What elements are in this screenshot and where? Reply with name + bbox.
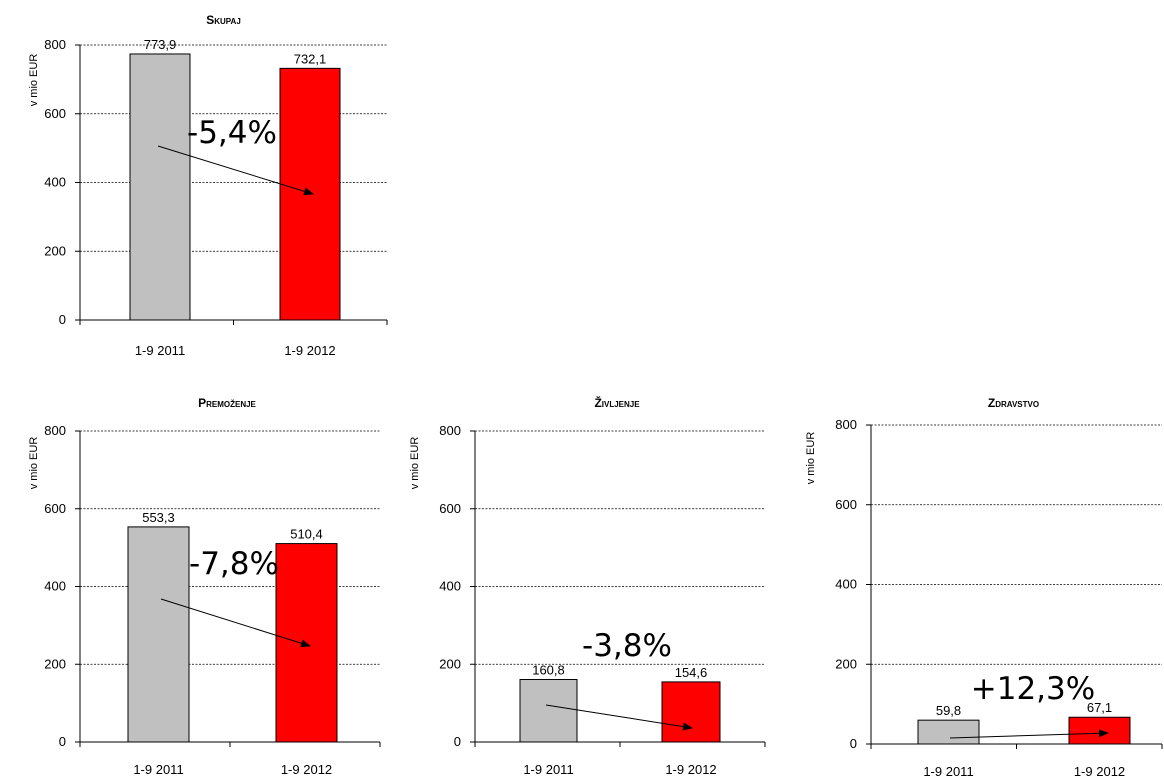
zdravstvo-bar-2 [1068, 716, 1131, 745]
skupaj-category-label-1: 1-9 2011 [135, 343, 185, 358]
skupaj-y-tick-label: 0 [59, 312, 66, 327]
zdravstvo-data-label-2: 67,1 [1087, 700, 1112, 715]
premozenje-category-label-2: 1-9 2012 [281, 762, 332, 777]
zdravstvo-category-label-1: 1-9 2011 [923, 764, 973, 778]
zdravstvo-data-label-1: 59,8 [936, 703, 961, 718]
skupaj-bar-1 [129, 53, 191, 321]
premozenje-bar-1 [127, 526, 190, 743]
zivljenje-y-tick-label: 400 [439, 579, 461, 594]
zdravstvo-category-label-2: 1-9 2012 [1074, 764, 1125, 778]
chart-premozenje: 0 200 400 600 800 553,3 1-9 2011 510,4 1-9 2012 P… [0, 0, 400, 778]
zdravstvo-y-tick-label: 400 [835, 577, 857, 592]
zivljenje-chart-title: Življenje [594, 395, 640, 410]
chart-skupaj-svg: 0 200 400 600 800 773,9 1-9 2011 732,1 1-9 2012 S… [28, 13, 388, 358]
zdravstvo-chart-title: Zdravstvo [988, 396, 1039, 410]
premozenje-y-tick-label: 0 [59, 734, 66, 749]
skupaj-y-axis-label: v mio EUR [28, 54, 40, 107]
zdravstvo-y-tick-label: 600 [835, 497, 857, 512]
skupaj-y-tick-label: 800 [44, 37, 66, 52]
chart-premozenje-svg: 0 200 400 600 800 553,3 1-9 2011 510,4 1-9 2012 P… [28, 396, 381, 777]
skupaj-change-annotation: -5,4% [187, 115, 277, 151]
premozenje-trend-arrow [160, 598, 311, 648]
zivljenje-data-label-1: 160,8 [532, 662, 565, 677]
zdravstvo-y-tick-label: 200 [835, 656, 857, 671]
skupaj-y-tick-label: 400 [44, 175, 66, 190]
zivljenje-y-tick-label: 0 [454, 734, 461, 749]
zivljenje-y-tick-label: 800 [439, 423, 461, 438]
premozenje-y-axis-label: v mio EUR [28, 437, 40, 490]
zivljenje-data-label-2: 154,6 [675, 665, 708, 680]
zdravstvo-bar-1 [917, 719, 980, 745]
zivljenje-category-label-1: 1-9 2011 [523, 762, 573, 777]
zdravstvo-y-tick-label: 0 [850, 736, 857, 751]
premozenje-data-label-2: 510,4 [290, 527, 323, 542]
zivljenje-trend-arrow [545, 704, 693, 731]
premozenje-category-label-1: 1-9 2011 [133, 762, 183, 777]
zivljenje-bar-2 [661, 681, 721, 743]
premozenje-y-tick-label: 600 [44, 501, 66, 516]
skupaj-trend-arrow [157, 145, 314, 196]
zdravstvo-change-annotation: +12,3% [971, 671, 1095, 707]
zdravstvo-y-tick-label: 800 [835, 417, 857, 432]
skupaj-data-label-1: 773,9 [144, 37, 177, 52]
premozenje-data-label-1: 553,3 [142, 510, 175, 525]
premozenje-change-annotation: -7,8% [189, 546, 279, 582]
premozenje-y-tick-label: 400 [44, 579, 66, 594]
skupaj-y-tick-label: 600 [44, 106, 66, 121]
premozenje-y-tick-label: 800 [44, 423, 66, 438]
zdravstvo-trend-arrow [949, 729, 1109, 739]
zdravstvo-y-axis-label: v mio EUR [805, 432, 817, 485]
zivljenje-y-axis-label: v mio EUR [409, 437, 421, 490]
zivljenje-y-tick-label: 600 [439, 501, 461, 516]
zivljenje-y-tick-label: 200 [439, 656, 461, 671]
skupaj-y-tick-label: 200 [44, 243, 66, 258]
skupaj-chart-title: Skupaj [206, 13, 241, 27]
zivljenje-bar-1 [519, 678, 578, 743]
zivljenje-change-annotation: -3,8% [582, 628, 672, 664]
zivljenje-category-label-2: 1-9 2012 [665, 762, 716, 777]
chart-skupaj: 0 200 400 600 800 773,9 1-9 2011 732,1 1-9 2012 S… [0, 0, 400, 370]
skupaj-category-label-2: 1-9 2012 [284, 343, 335, 358]
chart-zivljenje: 0 200 400 600 800 160,8 1-9 2011 154,6 1-9 2012 Ž… [409, 395, 766, 777]
chart-zivljenje-svg: 0 200 400 600 800 160,8 1-9 2011 154,6 1-9 2012 Ž… [409, 395, 766, 777]
skupaj-data-label-2: 732,1 [294, 51, 327, 66]
premozenje-chart-title: Premoženje [198, 396, 256, 410]
premozenje-y-tick-label: 200 [44, 656, 66, 671]
